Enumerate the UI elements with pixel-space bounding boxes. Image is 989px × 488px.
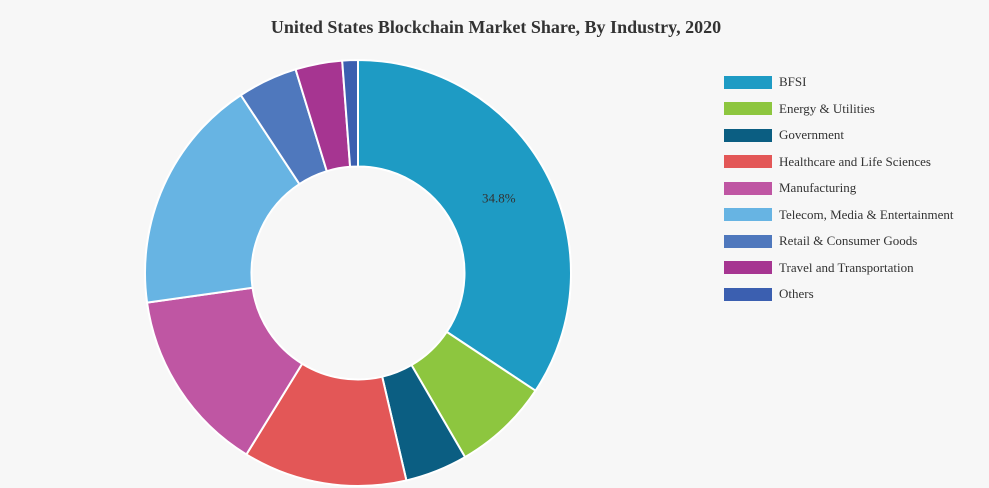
legend-label: Healthcare and Life Sciences xyxy=(779,153,931,169)
legend-item[interactable]: Others xyxy=(724,281,954,308)
slice-others[interactable] xyxy=(341,58,359,168)
legend: BFSI Energy & Utilities Government Healthca… xyxy=(724,69,954,308)
legend-swatch xyxy=(724,287,772,301)
legend-label: Government xyxy=(779,127,844,143)
legend-item[interactable]: BFSI xyxy=(724,69,954,96)
legend-item[interactable]: Energy & Utilities xyxy=(724,96,954,123)
legend-label: BFSI xyxy=(779,74,807,90)
slice-value-label: 34.8% xyxy=(482,190,516,205)
legend-label: Travel and Transportation xyxy=(779,259,914,275)
legend-item[interactable]: Retail & Consumer Goods xyxy=(724,228,954,255)
legend-swatch xyxy=(724,181,772,195)
legend-label: Others xyxy=(779,286,814,302)
slice-labels-group: 34.8% xyxy=(482,190,516,205)
legend-item[interactable]: Travel and Transportation xyxy=(724,255,954,282)
legend-label: Telecom, Media & Entertainment xyxy=(779,206,954,222)
slices-group xyxy=(144,58,572,487)
legend-swatch xyxy=(724,208,772,222)
slice-telecom-media-entertainment[interactable] xyxy=(144,93,301,304)
legend-swatch xyxy=(724,234,772,248)
legend-item[interactable]: Telecom, Media & Entertainment xyxy=(724,202,954,229)
legend-swatch xyxy=(724,75,772,89)
legend-label: Manufacturing xyxy=(779,180,857,196)
legend-label: Energy & Utilities xyxy=(779,100,875,116)
legend-item[interactable]: Manufacturing xyxy=(724,175,954,202)
legend-swatch xyxy=(724,155,772,169)
legend-item[interactable]: Government xyxy=(724,122,954,149)
legend-swatch xyxy=(724,128,772,142)
legend-swatch xyxy=(724,261,772,275)
legend-label: Retail & Consumer Goods xyxy=(779,233,918,249)
legend-swatch xyxy=(724,102,772,116)
slice-manufacturing[interactable] xyxy=(145,286,304,456)
legend-item[interactable]: Healthcare and Life Sciences xyxy=(724,149,954,176)
chart-title: United States Blockchain Market Share, B… xyxy=(270,17,722,37)
slice-bfsi[interactable] xyxy=(357,58,572,393)
